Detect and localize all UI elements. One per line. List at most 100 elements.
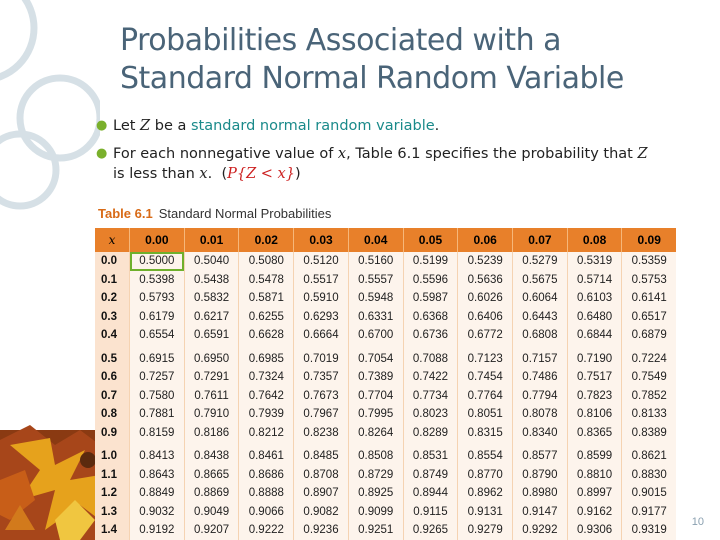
- probability-cell: 0.6808: [512, 326, 568, 345]
- table-number: Table 6.1: [98, 206, 153, 221]
- probability-cell: 0.7823: [567, 386, 623, 405]
- rings-decoration: [0, 0, 100, 210]
- probability-cell: 0.6179: [129, 307, 185, 326]
- table-row: 0.8 0.7881 0.7910 0.7939 0.7967 0.7995 0.8023 0…: [95, 405, 676, 424]
- probability-cell: 0.7291: [184, 368, 240, 387]
- bullet-text: , Table 6.1 specifies the probability th…: [346, 146, 638, 162]
- spacer-cell: [403, 442, 459, 447]
- probability-cell: 0.6915: [129, 349, 185, 368]
- probability-cell: 0.6950: [184, 349, 240, 368]
- column-header: 0.06: [457, 228, 514, 252]
- column-header: 0.08: [567, 228, 623, 252]
- row-x-value: 0.3: [95, 307, 130, 326]
- row-x-value: 0.6: [95, 368, 130, 387]
- row-x-value: 0.7: [95, 386, 130, 405]
- spacer-cell: [184, 442, 240, 447]
- probability-cell: 0.8485: [293, 447, 349, 466]
- probability-cell: 0.8389: [621, 423, 676, 442]
- probability-cell: 0.8621: [621, 447, 676, 466]
- probability-cell: 0.5279: [512, 252, 568, 271]
- table-row: 0.9 0.8159 0.8186 0.8212 0.8238 0.8264 0.8289 0…: [95, 423, 676, 442]
- row-group-spacer: [95, 442, 676, 447]
- probability-cell: 0.8599: [567, 447, 623, 466]
- row-x-value: 1.3: [95, 502, 130, 521]
- probability-cell: 0.6331: [348, 307, 404, 326]
- page-number: 10: [691, 516, 704, 528]
- round-bullet-icon: ●: [96, 118, 108, 133]
- probability-cell: 0.8159: [129, 423, 185, 442]
- spacer-cell: [403, 344, 459, 350]
- probability-cell: 0.5517: [293, 270, 349, 289]
- probability-cell: 0.8133: [621, 405, 676, 424]
- probability-cell: 0.7257: [129, 368, 185, 387]
- spacer-cell: [457, 344, 514, 350]
- spacer-cell: [567, 442, 623, 447]
- spacer-cell: [621, 344, 676, 350]
- probability-cell: 0.8315: [457, 423, 514, 442]
- probability-cell: 0.5438: [184, 270, 240, 289]
- probability-cell: 0.6141: [621, 289, 676, 308]
- probability-cell: 0.8051: [457, 405, 514, 424]
- table-caption: Table 6.1 Standard Normal Probabilities: [95, 200, 676, 228]
- probability-cell: 0.7389: [348, 368, 404, 387]
- probability-cell: 0.7422: [403, 368, 459, 387]
- probability-cell: 0.7190: [567, 349, 623, 368]
- probability-cell: 0.7939: [238, 405, 295, 424]
- probability-cell: 0.7019: [293, 349, 349, 368]
- probability-cell: 0.8869: [184, 484, 240, 503]
- probability-cell: 0.8078: [512, 405, 568, 424]
- probability-cell: 0.9177: [621, 502, 676, 521]
- spacer-cell: [567, 344, 623, 350]
- bullet-text: For each nonnegative value of: [113, 146, 338, 162]
- probability-cell: 0.9082: [293, 502, 349, 521]
- probability-cell: 0.6736: [403, 326, 459, 345]
- row-x-value: 1.2: [95, 484, 130, 503]
- probability-cell: 0.9265: [403, 521, 459, 540]
- probability-cell: 0.8643: [129, 465, 185, 484]
- probability-cell: 0.5987: [403, 289, 459, 308]
- probability-cell: 0.8365: [567, 423, 623, 442]
- probability-cell: 0.9207: [184, 521, 240, 540]
- math-variable: x: [337, 146, 347, 162]
- spacer-cell: [348, 442, 404, 447]
- probability-cell: 0.8186: [184, 423, 240, 442]
- probability-cell: 0.9015: [621, 484, 676, 503]
- probability-cell: 0.5596: [403, 270, 459, 289]
- probability-cell: 0.6480: [567, 307, 623, 326]
- probability-cell: 0.7673: [293, 386, 349, 405]
- probability-cell: 0.8577: [512, 447, 568, 466]
- probability-cell: 0.6293: [293, 307, 349, 326]
- probability-cell: 0.8461: [238, 447, 295, 466]
- probability-cell: 0.7794: [512, 386, 568, 405]
- probability-cell: 0.5319: [567, 252, 623, 271]
- autumn-leaves-decoration: [0, 425, 100, 540]
- probability-cell: 0.5160: [348, 252, 404, 271]
- term-highlight: standard normal random variable: [190, 118, 435, 134]
- probability-cell: 0.5714: [567, 270, 623, 289]
- probability-cell: 0.8962: [457, 484, 514, 503]
- bullet-text: is less than: [113, 166, 200, 182]
- spacer-cell: [512, 344, 568, 350]
- probability-cell: 0.7486: [512, 368, 568, 387]
- probability-cell: 0.6255: [238, 307, 295, 326]
- spacer-cell: [238, 442, 295, 447]
- probability-cell: 0.8554: [457, 447, 514, 466]
- probability-cell: 0.6406: [457, 307, 514, 326]
- probability-cell: 0.6517: [621, 307, 676, 326]
- table-row: 1.0 0.8413 0.8438 0.8461 0.8485 0.8508 0.8531 0…: [95, 447, 676, 466]
- spacer-cell: [238, 344, 295, 350]
- slide-title: Probabilities Associated with a Standard…: [120, 22, 700, 98]
- table-row: 0.7 0.7580 0.7611 0.7642 0.7673 0.7704 0.7734 0…: [95, 386, 676, 405]
- probability-cell: 0.8413: [129, 447, 185, 466]
- probability-cell: 0.7324: [238, 368, 295, 387]
- probability-cell: 0.5675: [512, 270, 568, 289]
- probability-cell: 0.8849: [129, 484, 185, 503]
- probability-cell: 0.9147: [512, 502, 568, 521]
- probability-cell: 0.7764: [457, 386, 514, 405]
- probability-cell: 0.8508: [348, 447, 404, 466]
- probability-cell: 0.5636: [457, 270, 514, 289]
- probability-table-container: Table 6.1 Standard Normal Probabilities x…: [95, 200, 676, 540]
- probability-cell: 0.8289: [403, 423, 459, 442]
- probability-cell: 0.5478: [238, 270, 295, 289]
- probability-cell: 0.6443: [512, 307, 568, 326]
